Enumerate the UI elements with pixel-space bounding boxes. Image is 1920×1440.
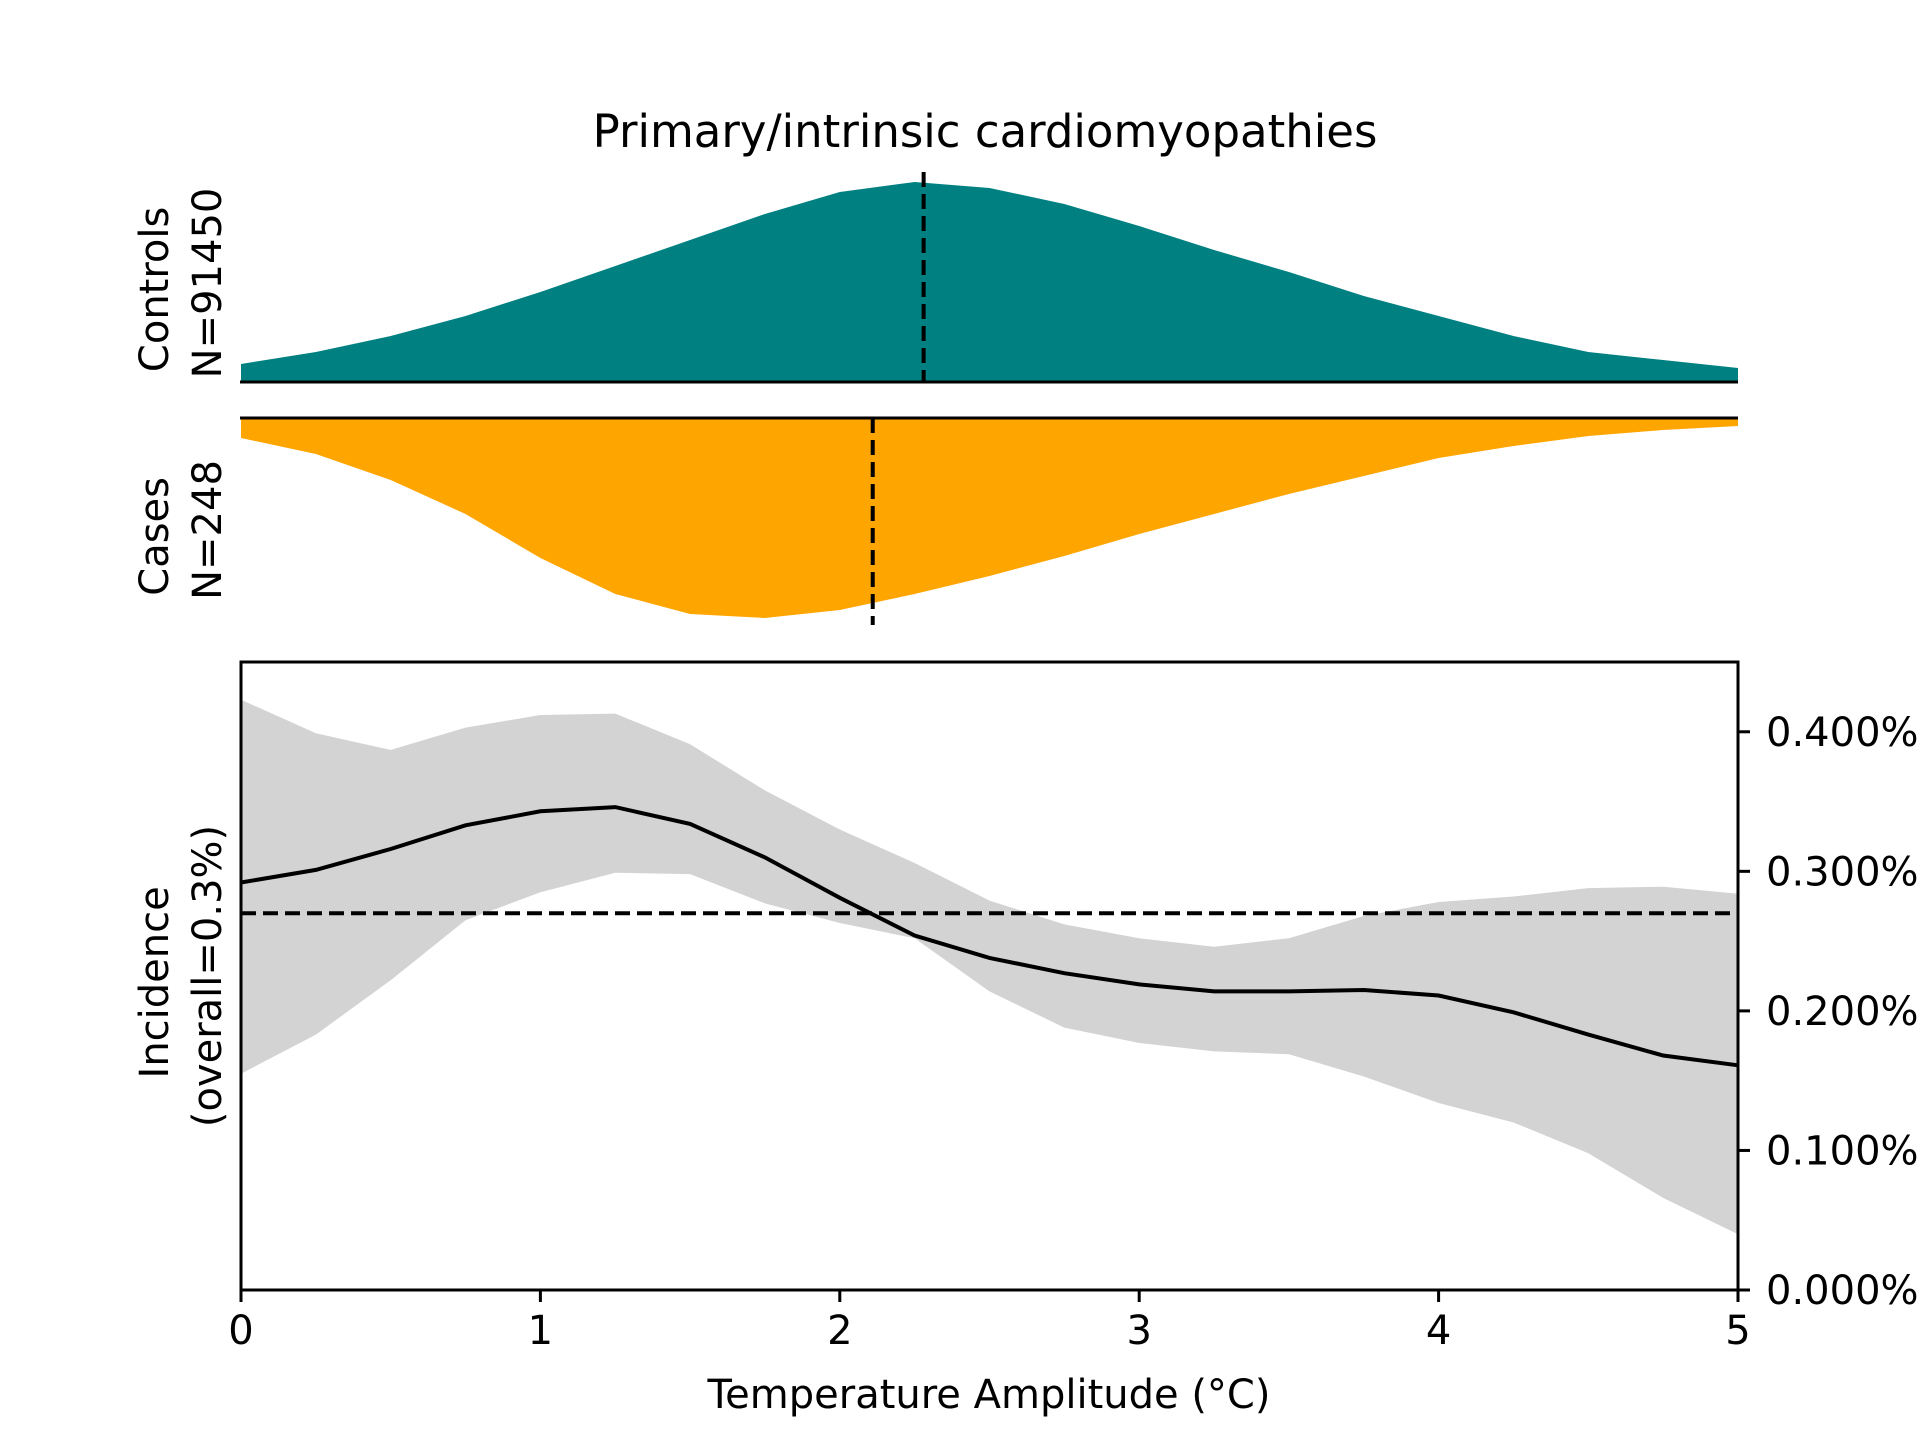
y-tick-label: 0.300% (1766, 849, 1919, 895)
y-axis-label-line-1: Incidence (132, 886, 178, 1078)
controls-density-area (241, 182, 1738, 382)
x-tick-label: 3 (1126, 1308, 1151, 1354)
incidence-panel: 0 1 2 3 4 5 0.000% 0.100% 0.200% 0.300% 0.400% Te… (132, 660, 1919, 1418)
x-tick-label: 2 (827, 1308, 852, 1354)
y-tick-label: 0.000% (1766, 1268, 1919, 1314)
controls-label-name: Controls (132, 207, 178, 372)
incidence-estimate-line (240, 805, 1739, 1068)
y-axis-label-line-2: (overall=0.3%) (185, 825, 231, 1127)
controls-panel: Controls N=91450 (132, 172, 1738, 384)
incidence-plot-frame (239, 660, 1740, 1292)
controls-label: Controls N=91450 (132, 188, 231, 379)
x-axis: 0 1 2 3 4 5 (228, 1290, 1751, 1354)
y-tick-label: 0.100% (1766, 1128, 1919, 1174)
confidence-band (241, 699, 1738, 1235)
cases-label-count: N=248 (185, 460, 231, 600)
cases-panel: Cases N=248 (132, 416, 1738, 625)
x-tick-label: 4 (1426, 1308, 1451, 1354)
x-tick-label: 0 (228, 1308, 253, 1354)
x-axis-label: Temperature Amplitude (°C) (707, 1372, 1271, 1418)
x-tick-label: 1 (528, 1308, 553, 1354)
cases-density-area (241, 418, 1738, 618)
y-axis-right: 0.000% 0.100% 0.200% 0.300% 0.400% (1738, 710, 1919, 1314)
y-tick-label: 0.400% (1766, 710, 1919, 756)
y-tick-label: 0.200% (1766, 989, 1919, 1035)
cases-label-name: Cases (132, 477, 178, 596)
y-axis-label: Incidence (overall=0.3%) (132, 825, 231, 1127)
controls-label-count: N=91450 (185, 188, 231, 379)
chart-title: Primary/intrinsic cardiomyopathies (593, 105, 1378, 158)
cases-label: Cases N=248 (132, 460, 231, 600)
x-tick-label: 5 (1725, 1308, 1750, 1354)
